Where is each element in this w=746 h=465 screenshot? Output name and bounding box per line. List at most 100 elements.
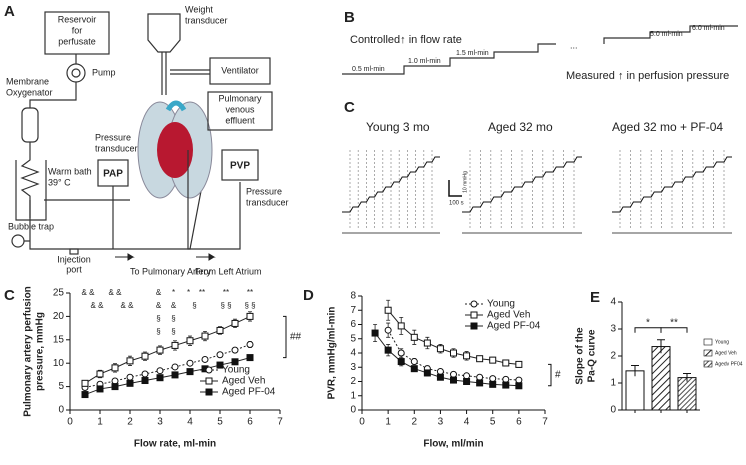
- x-tick-label: 1: [97, 417, 103, 428]
- panel-label: C: [4, 287, 15, 304]
- marker: [111, 383, 119, 391]
- error-bar: [683, 373, 691, 382]
- marker: [489, 375, 497, 383]
- label: Pressure: [95, 132, 131, 142]
- label: Pulmonary: [218, 93, 262, 103]
- y-tick-label: 0: [350, 405, 356, 416]
- x-tick-label: 7: [277, 417, 283, 428]
- tube: [161, 52, 210, 95]
- legend-label: Young: [222, 365, 250, 376]
- legend-marker: [205, 388, 213, 396]
- significance: §: [192, 301, 196, 310]
- tube: [29, 54, 130, 247]
- step-label: 1.0 ml-min: [408, 58, 441, 65]
- bar: [625, 370, 645, 411]
- significance: & &: [121, 301, 135, 310]
- marker: [502, 375, 510, 383]
- marker: [96, 370, 104, 378]
- y-axis-label: Pa-Q curve: [587, 329, 598, 382]
- marker: [141, 377, 149, 385]
- significance: **: [223, 288, 229, 297]
- x-tick-label: 6: [516, 417, 522, 428]
- legend-swatch: [703, 360, 713, 368]
- marker: [410, 365, 418, 373]
- marker: [246, 312, 254, 320]
- reservoir-box: [44, 11, 110, 55]
- marker: [371, 329, 379, 337]
- trace: [462, 156, 582, 213]
- marker: [515, 376, 523, 384]
- marker: [436, 373, 444, 381]
- label: Weight: [185, 4, 213, 14]
- x-tick-label: 4: [464, 417, 470, 428]
- marker: [397, 349, 405, 357]
- bracket-label: #: [555, 370, 561, 381]
- marker: [463, 378, 471, 385]
- label: PAP: [103, 169, 123, 180]
- label: 39° C: [48, 177, 71, 187]
- step-label: ...: [570, 40, 578, 50]
- marker: [216, 326, 224, 334]
- step-label: 0.5 ml-min: [352, 66, 385, 73]
- label: venous: [225, 104, 255, 114]
- label: transducer: [246, 197, 289, 207]
- marker: [156, 367, 164, 375]
- label: effluent: [225, 115, 255, 125]
- significance: &: [156, 301, 162, 310]
- trace-title: Young 3 mo: [366, 120, 430, 134]
- y-tick-label: 5: [350, 333, 356, 344]
- marker: [246, 354, 254, 362]
- y-tick-label: 15: [53, 334, 65, 345]
- ventilator-box: [209, 57, 271, 85]
- label: Oxygenator: [6, 87, 53, 97]
- marker: [111, 377, 119, 385]
- y-tick-label: 20: [53, 311, 65, 322]
- x-tick-label: 4: [187, 417, 193, 428]
- error-bar: [657, 339, 665, 354]
- label: transducer: [185, 15, 228, 25]
- y-tick-label: 8: [350, 291, 356, 302]
- marker: [489, 356, 497, 364]
- significance: &: [156, 288, 162, 297]
- marker: [515, 360, 523, 368]
- marker: [410, 358, 418, 366]
- x-axis-label: Flow, ml/min: [423, 439, 483, 450]
- trace: [342, 156, 440, 213]
- marker: [231, 358, 239, 366]
- significance: *: [187, 288, 190, 297]
- marker: [171, 371, 179, 379]
- x-tick-label: 7: [542, 417, 548, 428]
- marker: [436, 345, 444, 353]
- step-label: 1.5 ml-min: [456, 50, 489, 57]
- marker: [126, 379, 134, 387]
- legend-label: Young: [487, 299, 515, 310]
- error-bar: [631, 364, 639, 377]
- significance: *: [646, 317, 650, 328]
- marker: [246, 340, 254, 348]
- bubble-trap: [11, 234, 25, 248]
- marker: [502, 359, 510, 367]
- y-tick-label: 7: [350, 305, 356, 316]
- marker: [450, 376, 457, 384]
- marker: [81, 379, 89, 387]
- label: To Pulmonary Artery: [130, 266, 212, 276]
- label: transducer: [95, 143, 138, 153]
- y-tick-label: 3: [610, 324, 616, 335]
- marker: [156, 374, 164, 382]
- trace: [612, 156, 732, 213]
- marker: [81, 391, 89, 399]
- marker: [450, 370, 457, 378]
- injection-port: [69, 248, 79, 255]
- y-tick-label: 1: [350, 390, 356, 401]
- marker: [126, 357, 134, 365]
- marker: [216, 351, 224, 359]
- marker: [156, 346, 164, 354]
- x-tick-label: 6: [247, 417, 253, 428]
- legend-label: Aged PF-04: [222, 387, 276, 398]
- legend-swatch: [703, 349, 713, 357]
- marker: [476, 379, 484, 387]
- trace-title: Aged 32 mo: [488, 120, 553, 134]
- x-tick-label: 2: [127, 417, 133, 428]
- sig-bracket: [660, 327, 688, 333]
